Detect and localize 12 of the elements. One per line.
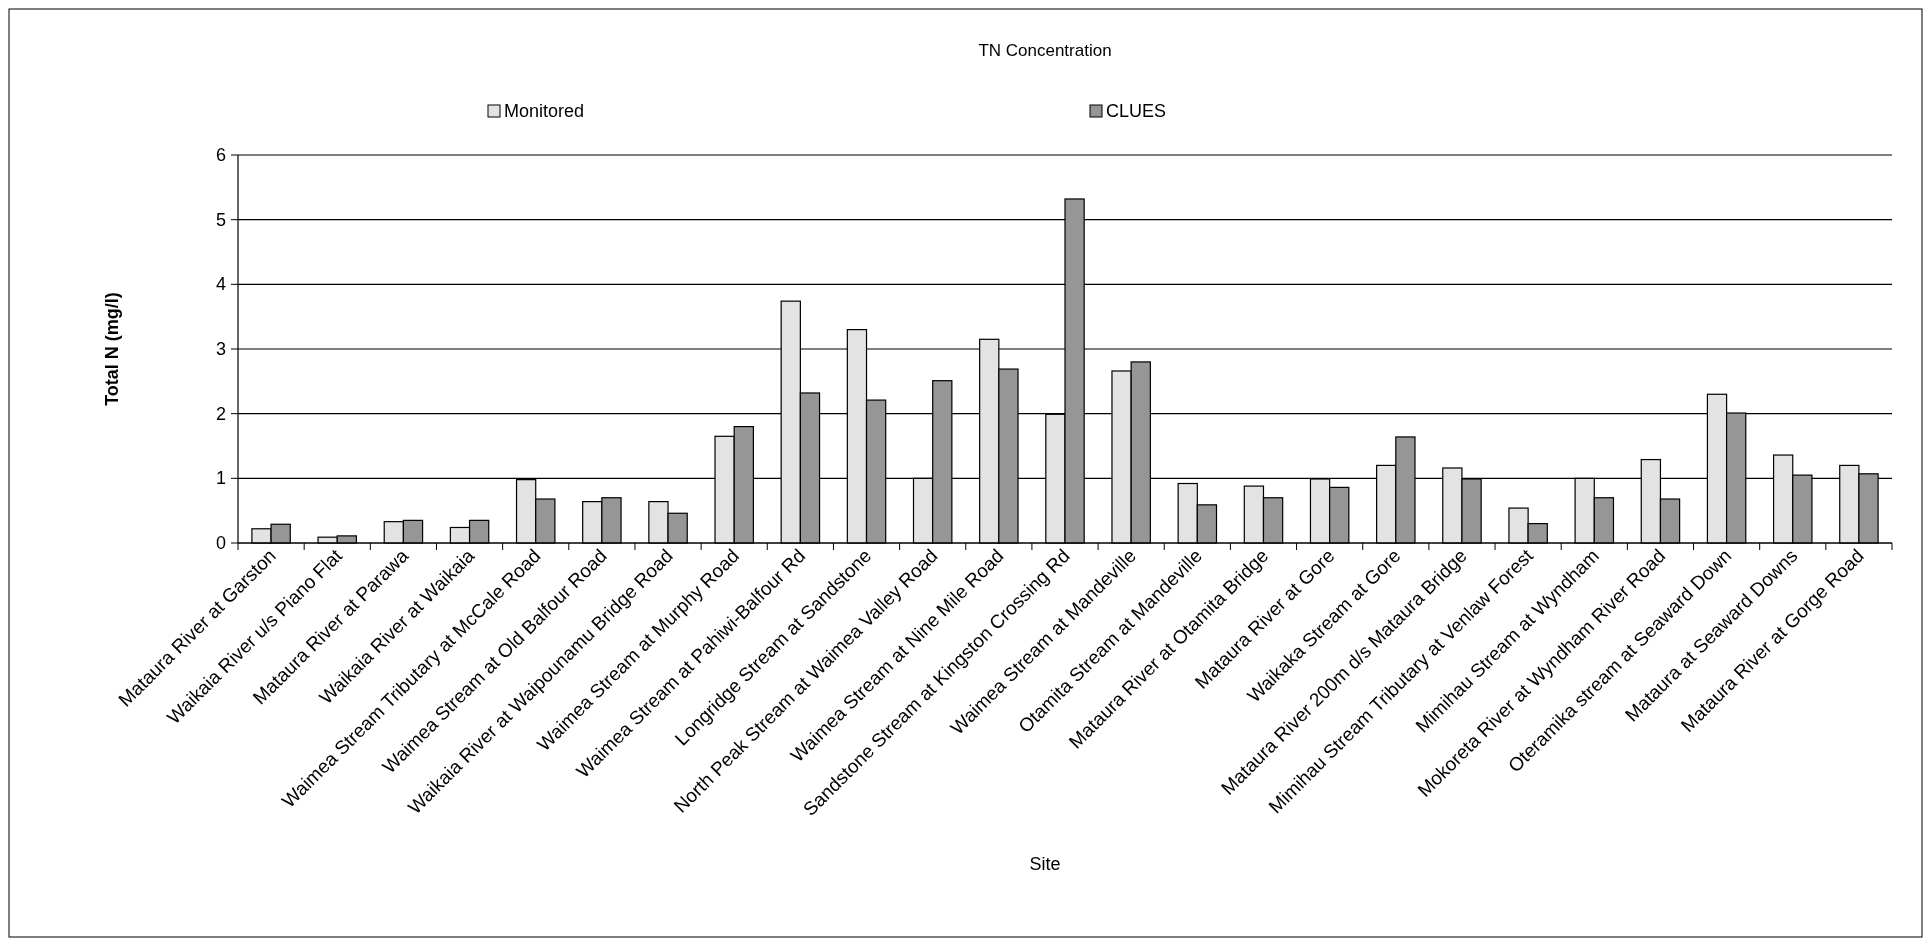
- y-tick-label: 6: [215, 145, 226, 165]
- x-axis-title: Site: [1029, 854, 1061, 874]
- y-tick-label: 3: [215, 339, 226, 359]
- legend-label: Monitored: [504, 101, 585, 121]
- legend-label: CLUES: [1106, 101, 1167, 121]
- y-axis-title: Total N (mg/l): [102, 292, 122, 406]
- y-tick-label: 1: [215, 468, 226, 489]
- y-tick-label: 0: [215, 533, 226, 553]
- y-tick-label: 4: [215, 274, 226, 295]
- chart-title: TN Concentration: [978, 41, 1112, 60]
- y-tick-label: 5: [215, 209, 226, 230]
- y-tick-label: 2: [215, 403, 226, 424]
